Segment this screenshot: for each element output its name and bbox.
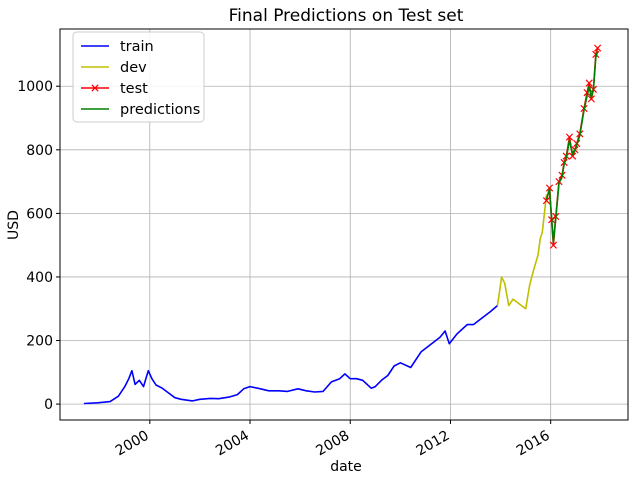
- test-marker: [549, 241, 558, 249]
- y-axis-label: USD: [6, 210, 22, 240]
- legend-label-test: test: [120, 81, 148, 97]
- grid-layer: [60, 29, 628, 420]
- y-tick-label: 400: [26, 270, 53, 286]
- y-tick-label: 0: [44, 397, 53, 413]
- plot-frame: [59, 28, 629, 421]
- x-axis-label: date: [330, 459, 362, 475]
- y-tick-label: 600: [26, 206, 53, 222]
- series-layer: [83, 44, 602, 405]
- test-marker: [568, 152, 577, 160]
- dev-line: [496, 194, 548, 310]
- legend-label-train: train: [120, 39, 154, 55]
- test-marker: [593, 44, 602, 52]
- chart-title: Final Predictions on Test set: [229, 6, 464, 26]
- predictions-line: [545, 51, 599, 243]
- legend-marker-test: [91, 84, 99, 92]
- legend-label-dev: dev: [120, 60, 147, 76]
- test-marker: [542, 197, 551, 205]
- test-marker: [585, 79, 593, 87]
- test-marker: [587, 95, 595, 103]
- y-tick-label: 200: [26, 334, 53, 350]
- series-dev: [496, 194, 548, 310]
- y-tick-label: 800: [26, 143, 53, 159]
- train-line: [83, 304, 498, 405]
- y-tick-label: 1000: [17, 79, 53, 95]
- series-train: [83, 304, 498, 405]
- legend: train dev test predictions: [72, 31, 205, 123]
- test-marker: [565, 133, 574, 141]
- test-marker: [545, 184, 554, 192]
- series-predictions: [545, 51, 599, 243]
- legend-label-predictions: predictions: [120, 102, 200, 118]
- legend-box: [72, 31, 205, 123]
